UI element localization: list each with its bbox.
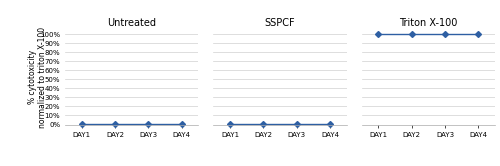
Y-axis label: % cytotoxicity
normalized to triton X-100: % cytotoxicity normalized to triton X-10… [28, 27, 47, 128]
Title: Untreated: Untreated [107, 18, 156, 28]
Title: Triton X-100: Triton X-100 [399, 18, 458, 28]
Title: SSPCF: SSPCF [264, 18, 296, 28]
